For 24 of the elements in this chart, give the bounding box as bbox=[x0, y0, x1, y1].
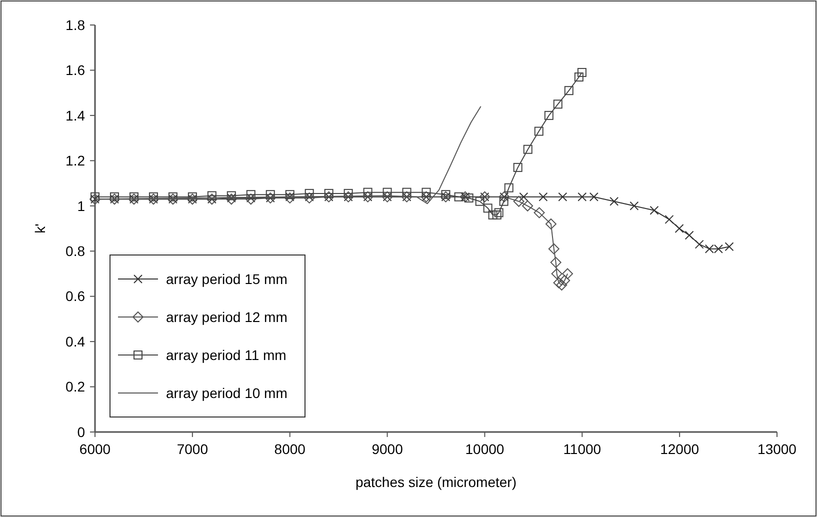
y-tick-label: 0.4 bbox=[66, 333, 86, 350]
y-tick-label: 1.8 bbox=[66, 16, 86, 33]
x-tick-label: 9000 bbox=[372, 441, 404, 457]
x-tick-label: 7000 bbox=[176, 441, 208, 457]
y-tick-label: 1.2 bbox=[66, 152, 86, 169]
y-tick-label: 1.4 bbox=[66, 107, 86, 124]
y-tick-label: 0.6 bbox=[66, 288, 86, 304]
legend-label: array period 10 mm bbox=[166, 384, 288, 401]
x-tick-label: 12000 bbox=[660, 441, 700, 457]
y-axis-title: k' bbox=[32, 224, 48, 234]
y-tick-label: 0.8 bbox=[66, 243, 86, 260]
x-axis-title: patches size (micrometer) bbox=[355, 474, 517, 490]
x-tick-label: 10000 bbox=[465, 441, 504, 457]
legend-label: array period 11 mm bbox=[166, 346, 286, 363]
x-tick-label: 11000 bbox=[563, 441, 602, 457]
y-tick-label: 1 bbox=[77, 198, 86, 214]
x-tick-label: 6000 bbox=[79, 441, 111, 457]
x-tick-label: 8000 bbox=[274, 441, 306, 457]
legend-label: array period 15 mm bbox=[166, 270, 288, 287]
y-tick-label: 1.6 bbox=[66, 62, 86, 78]
y-tick-label: 0.2 bbox=[66, 378, 86, 395]
y-tick-label: 0 bbox=[77, 424, 86, 440]
x-tick-label: 13000 bbox=[758, 441, 797, 457]
legend-label: array period 12 mm bbox=[166, 308, 288, 325]
